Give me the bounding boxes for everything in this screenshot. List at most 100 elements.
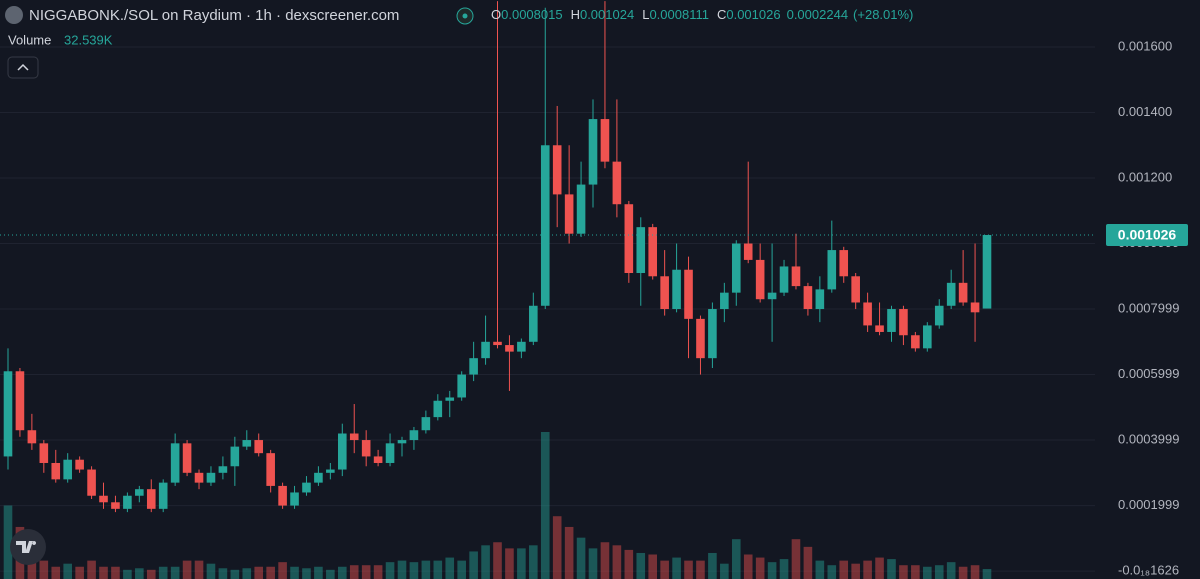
volume-bar <box>302 568 311 579</box>
candle-body <box>743 243 753 260</box>
candle-body <box>266 453 275 486</box>
volume-bar <box>123 569 132 579</box>
volume-bar <box>111 566 120 579</box>
candle-body <box>576 184 586 234</box>
last-price-tag <box>1106 224 1188 247</box>
legend-close: 0.001026 <box>726 7 780 22</box>
volume-bar <box>337 566 347 579</box>
volume-bar <box>791 539 801 579</box>
candle-body <box>361 440 371 457</box>
volume-bar <box>397 560 407 579</box>
candle-body <box>15 371 25 431</box>
volume-bar <box>743 554 753 579</box>
candle-body <box>923 325 932 349</box>
volume-bar <box>242 568 252 579</box>
volume-bar <box>421 560 431 579</box>
volume-bar <box>982 569 992 579</box>
volume-bar <box>731 539 741 579</box>
volume-value: 32.539K <box>64 32 113 47</box>
collapse-icon <box>17 63 29 71</box>
candle-body <box>337 433 347 470</box>
candle-body <box>194 472 204 483</box>
candle-body <box>206 472 216 483</box>
candle-body <box>958 282 968 303</box>
candle-body <box>254 440 264 454</box>
candle-body <box>111 502 120 509</box>
candle-body <box>731 243 741 293</box>
candles <box>3 1 992 513</box>
candle-body <box>564 194 574 234</box>
volume-bar <box>564 526 574 579</box>
candle-body <box>588 119 598 185</box>
candle-body <box>875 325 884 332</box>
volume-bar <box>779 559 789 579</box>
volume-bar <box>970 565 980 579</box>
volume-bar <box>612 545 622 579</box>
candle-body <box>182 443 192 473</box>
candle-body <box>39 443 49 463</box>
tv-logo-mark <box>16 541 37 553</box>
volume-bar <box>540 432 550 579</box>
volume-bar <box>469 551 478 579</box>
candle-body <box>99 495 108 503</box>
volume-bar <box>206 563 216 579</box>
volume-bar <box>146 569 156 579</box>
volume-bar <box>624 549 634 579</box>
y-tick-label: 0.0007999 <box>1118 300 1179 315</box>
candle-body <box>779 266 789 293</box>
volume-bar <box>170 566 180 579</box>
legend-low: 0.0008111 <box>649 7 709 22</box>
volume-bar <box>588 548 598 579</box>
volume-bar <box>815 560 825 579</box>
candle-body <box>326 469 335 473</box>
y-tick-label: 0.0005999 <box>1118 366 1179 381</box>
volume-bar <box>314 566 323 579</box>
volume-bar <box>684 560 693 579</box>
candle-body <box>517 341 526 352</box>
candle-body <box>242 440 252 447</box>
collapse-button[interactable] <box>7 56 39 79</box>
volume-bar <box>911 565 920 579</box>
candle-body <box>887 309 896 332</box>
candle-body <box>600 119 610 162</box>
volume-bar <box>899 565 908 579</box>
volume-bar <box>529 545 538 579</box>
volume-bar <box>600 542 610 579</box>
volume-bar <box>552 516 562 579</box>
candle-body <box>27 430 37 444</box>
candle-body <box>911 335 920 349</box>
candle-body <box>529 305 538 342</box>
candle-body <box>409 430 419 441</box>
volume-bar <box>851 563 860 579</box>
candle-body <box>218 466 228 473</box>
volume-bar <box>278 562 287 579</box>
volume-bar <box>946 562 956 579</box>
candle-body <box>899 309 908 336</box>
candle-body <box>230 446 240 467</box>
volume-bar <box>99 566 108 579</box>
volume-bar <box>576 537 586 579</box>
candle-body <box>493 341 502 346</box>
volume-bar <box>266 566 275 579</box>
volume-bar <box>755 557 765 579</box>
volume-title: Volume <box>8 32 51 47</box>
grid <box>0 46 1095 572</box>
volume-bar <box>39 560 49 579</box>
candle-body <box>433 400 443 418</box>
candle-body <box>421 417 431 431</box>
volume-bar <box>27 554 37 579</box>
candle-body <box>970 302 980 313</box>
volume-bar <box>803 546 813 579</box>
legend-o: O <box>491 7 501 22</box>
candle-body <box>481 341 490 359</box>
volume-bar <box>158 566 168 579</box>
y-tick-label: 0.0001999 <box>1118 497 1179 512</box>
candle-body <box>397 440 407 444</box>
legend-open: 0.0008015 <box>501 7 562 22</box>
candle-body <box>934 305 944 326</box>
volume-bar <box>958 566 968 579</box>
candle-body <box>648 227 658 277</box>
legend-c: C <box>717 7 726 22</box>
volume-bar <box>385 562 395 579</box>
